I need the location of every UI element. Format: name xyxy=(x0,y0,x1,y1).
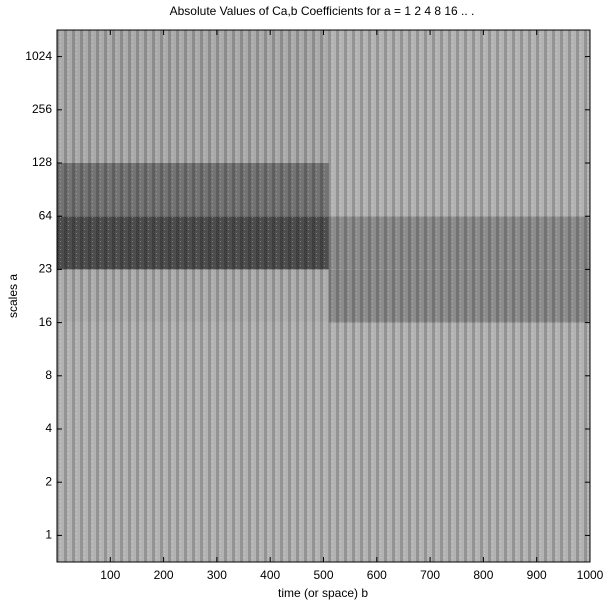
x-tick-label: 800 xyxy=(473,568,493,582)
y-tick-label: 8 xyxy=(45,368,52,382)
texture xyxy=(57,30,590,562)
y-axis-label: scales a xyxy=(6,274,20,318)
x-tick-label: 1000 xyxy=(577,568,604,582)
y-tick-label: 16 xyxy=(39,315,53,329)
x-tick-label: 600 xyxy=(367,568,387,582)
y-tick-label: 23 xyxy=(39,262,53,276)
y-tick-label: 1024 xyxy=(25,49,52,63)
y-tick-label: 128 xyxy=(32,155,52,169)
y-tick-label: 2 xyxy=(45,474,52,488)
x-tick-label: 200 xyxy=(154,568,174,582)
x-axis-label: time (or space) b xyxy=(278,586,368,600)
x-tick-label: 900 xyxy=(527,568,547,582)
y-tick-label: 256 xyxy=(32,102,52,116)
x-tick-label: 500 xyxy=(313,568,333,582)
x-tick-label: 300 xyxy=(207,568,227,582)
y-tick-label: 1 xyxy=(45,528,52,542)
x-tick-label: 400 xyxy=(260,568,280,582)
y-tick-label: 64 xyxy=(39,208,53,222)
chart-title: Absolute Values of Ca,b Coefficients for… xyxy=(170,4,475,18)
y-tick-label: 4 xyxy=(45,421,52,435)
x-tick-label: 700 xyxy=(420,568,440,582)
x-tick-label: 100 xyxy=(100,568,120,582)
